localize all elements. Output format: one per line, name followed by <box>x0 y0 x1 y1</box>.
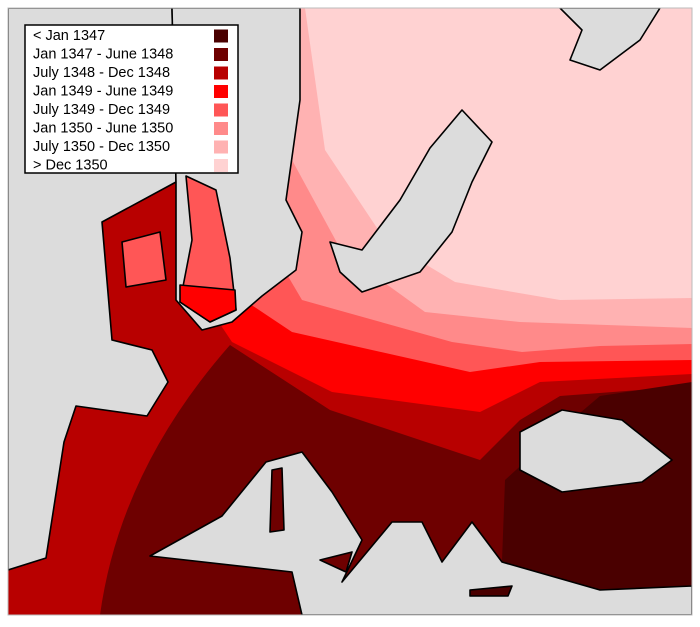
legend-label: Jan 1347 - June 1348 <box>33 46 173 62</box>
legend-swatch <box>214 140 228 154</box>
black-sea <box>519 409 673 493</box>
legend-label: > Dec 1350 <box>33 157 108 173</box>
legend-swatch <box>214 66 228 80</box>
map-frame <box>7 7 693 616</box>
legend-label: < Jan 1347 <box>33 28 105 44</box>
legend-label: Jan 1350 - June 1350 <box>33 120 173 136</box>
baltic-sea <box>329 109 493 293</box>
legend-label: Jan 1349 - June 1349 <box>33 83 173 99</box>
sardinia <box>269 467 285 533</box>
legend: < Jan 1347 Jan 1347 - June 1348 July 1348 … <box>24 24 239 174</box>
crete <box>469 585 513 597</box>
south-britain <box>179 284 237 323</box>
legend-box <box>24 24 239 174</box>
legend-swatch <box>214 29 228 43</box>
legend-swatch <box>214 103 228 117</box>
legend-label: July 1350 - Dec 1350 <box>33 139 170 155</box>
legend-label: July 1348 - Dec 1348 <box>33 65 170 81</box>
ireland <box>121 231 167 288</box>
legend-swatch <box>214 48 228 61</box>
legend-label: July 1349 - Dec 1349 <box>33 102 170 118</box>
mediterranean-sea <box>149 451 692 615</box>
legend-swatch <box>214 159 228 172</box>
legend-swatch <box>214 85 228 98</box>
legend-swatch <box>214 122 228 135</box>
white-sea <box>559 8 661 71</box>
sicily <box>319 551 353 573</box>
